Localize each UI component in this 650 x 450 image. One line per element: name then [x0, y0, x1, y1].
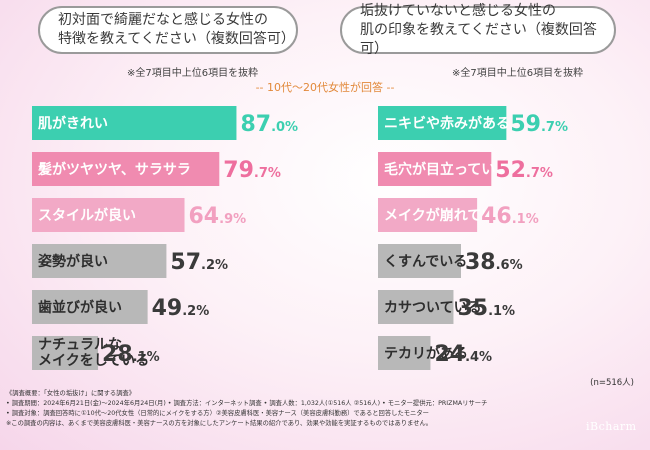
survey-footer: 《調査概要：「女性の垢抜け」に関する調査》 • 調査期間：2024年6月21日(…: [6, 389, 566, 429]
question-right-line1: 垢抜けていないと感じる女性の: [360, 2, 556, 19]
bar-left-5: [32, 336, 99, 370]
category-label: 髪がツヤツヤ、サラサラ: [37, 161, 191, 178]
category-label: メイクが崩れている: [384, 207, 509, 224]
footer-line: • 調査期間：2024年6月21日(金)～2024年6月24日(月) • 調査方…: [6, 400, 488, 407]
value-label: 46.1%: [481, 204, 539, 229]
question-box-right: 垢抜けていないと感じる女性の 肌の印象を教えてください（複数回答可）: [340, 3, 616, 57]
bar-right-2: [378, 198, 478, 232]
value-label: 79.7%: [223, 158, 281, 183]
bar-left-1: [32, 152, 220, 186]
value-label: 24.4%: [434, 342, 492, 367]
bar-right-1: [378, 152, 492, 186]
footer-line: ※この調査の内容は、あくまで美容皮膚科医・美容ナースの方を対象にしたアンケート結…: [6, 420, 433, 427]
category-label: 姿勢が良い: [38, 253, 108, 270]
value-label: 64.9%: [189, 204, 247, 229]
footer-line: • 調査対象：調査回答時に①10代～20代女性（日常的にメイクをする方）②美容皮…: [6, 410, 429, 417]
bar-right-0: [378, 106, 507, 140]
category-label: くすんでいる: [384, 254, 467, 270]
value-label: 49.2%: [152, 296, 210, 321]
value-label: 38.6%: [465, 250, 523, 275]
value-label: 87.0%: [240, 112, 298, 137]
category-label: 毛穴が目立っている: [384, 161, 509, 178]
bar-left-3: [32, 244, 167, 278]
category-label: 歯並びが良い: [38, 299, 122, 316]
category-label: 肌がきれい: [38, 115, 108, 132]
bar-left-0: [32, 106, 237, 140]
bar-right-4: [378, 290, 454, 324]
bar-right-5: [378, 336, 431, 370]
bar-right-3: [378, 244, 461, 278]
value-label: 59.7%: [510, 112, 568, 137]
category-label: スタイルが良い: [38, 207, 136, 224]
footer-line: 《調査概要：「女性の垢抜け」に関する調査》: [6, 390, 136, 397]
value-label: 52.7%: [495, 158, 553, 183]
category-label: ナチュラルなメイクをしている: [38, 337, 149, 369]
category-label: テカリがある: [384, 345, 468, 362]
category-label: カサついている: [384, 300, 482, 316]
question-box-left: 初対面で綺麗だなと感じる女性の 特徴を教えてください（複数回答可）: [38, 6, 298, 54]
value-label: 57.2%: [170, 250, 228, 275]
respondent-subtitle: -- 10代～20代女性が回答 --: [255, 81, 395, 94]
note-left: ※全7項目中上位6項目を抜粋: [127, 68, 259, 79]
question-left-line1: 初対面で綺麗だなと感じる女性の: [58, 12, 268, 28]
value-label: 28.1%: [102, 342, 160, 367]
bar-left-2: [32, 198, 185, 232]
sample-size: (n=516人): [590, 378, 634, 388]
bar-left-4: [32, 290, 148, 324]
category-label: ニキビや赤みがある: [384, 115, 510, 132]
note-right: ※全7項目中上位6項目を抜粋: [452, 68, 584, 79]
value-label: 35.1%: [457, 296, 515, 321]
brand-logo: iBcharm: [586, 420, 637, 433]
question-left-line2: 特徴を教えてください（複数回答可）: [58, 31, 295, 47]
question-right-line2: 肌の印象を教えてください（複数回答可）: [360, 21, 597, 57]
